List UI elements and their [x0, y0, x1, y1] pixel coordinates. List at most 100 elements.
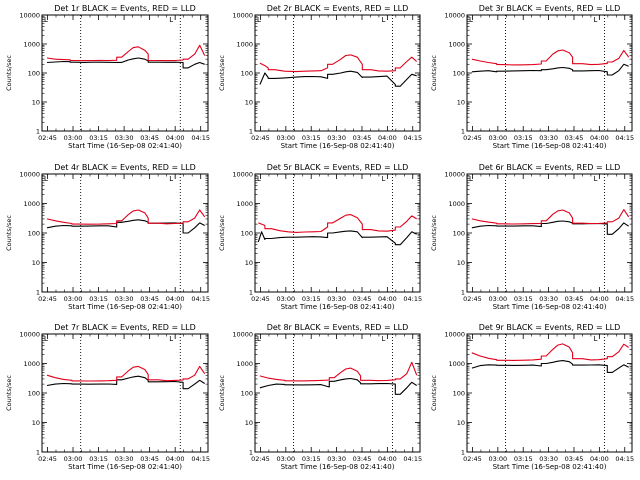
- panel-title: Det 4r BLACK = Events, RED = LLD: [54, 163, 196, 172]
- panel-det-1: Det 1r BLACK = Events, RED = LLD 1 10 100 10…: [5, 4, 210, 150]
- y-tick-label: 100: [241, 390, 253, 398]
- y-tick-label: 1000: [448, 360, 465, 368]
- axes-frame: [466, 333, 633, 453]
- x-tick-label: 04:15: [403, 295, 422, 303]
- y-tick-label: 10000: [444, 331, 465, 339]
- x-tick-label: 04:00: [590, 295, 609, 303]
- x-tick-label: 03:15: [89, 455, 108, 463]
- x-tick-label: 04:15: [403, 134, 422, 142]
- x-tick-label: 03:30: [539, 295, 558, 303]
- y-tick-label: 10: [245, 419, 253, 427]
- events-series-line: [257, 230, 417, 246]
- x-tick-label: 03:15: [514, 134, 533, 142]
- x-tick-label: 04:00: [590, 134, 609, 142]
- y-tick-label: 1: [249, 449, 253, 457]
- y-tick-label: 10000: [232, 171, 253, 179]
- y-tick-label: 10: [457, 419, 465, 427]
- events-series-line: [471, 63, 629, 76]
- panel-det-3: Det 3r BLACK = Events, RED = LLD 1 10 100 10…: [430, 4, 634, 150]
- panel-title: Det 1r BLACK = Events, RED = LLD: [54, 4, 196, 13]
- x-tick-label: 04:15: [191, 134, 210, 142]
- lld-series-line: [471, 209, 630, 225]
- y-axis-label: Counts/sec: [218, 215, 226, 251]
- x-tick-label: 02:45: [463, 455, 482, 463]
- y-tick-label: 10000: [444, 12, 465, 20]
- y-tick-label: 1000: [236, 360, 253, 368]
- x-tick-label: 04:15: [615, 134, 634, 142]
- marker-label: L: [257, 335, 261, 343]
- y-tick-label: 100: [453, 70, 465, 78]
- x-tick-label: 03:15: [302, 455, 321, 463]
- lld-series-line: [46, 209, 206, 225]
- x-tick-label: 03:30: [115, 134, 134, 142]
- x-tick-label: 02:45: [251, 134, 270, 142]
- x-tick-label: 03:00: [276, 455, 295, 463]
- y-tick-label: 1000: [236, 41, 253, 49]
- x-tick-label: 02:45: [463, 295, 482, 303]
- x-tick-label: 03:00: [64, 134, 83, 142]
- x-tick-label: 03:30: [327, 455, 346, 463]
- panel-det-8: Det 8r BLACK = Events, RED = LLD 1 10 100 10…: [218, 323, 422, 471]
- x-tick-label: 03:45: [353, 295, 372, 303]
- y-axis-label: Counts/sec: [430, 215, 438, 251]
- x-tick-label: 03:45: [565, 295, 584, 303]
- x-tick-label: 03:00: [276, 295, 295, 303]
- x-axis-label: Start Time (16-Sep-08 02:41:40): [68, 303, 182, 311]
- y-tick-label: 10000: [232, 331, 253, 339]
- marker-label: L: [381, 16, 385, 24]
- lld-series-line: [259, 54, 418, 73]
- panel-det-9: Det 9r BLACK = Events, RED = LLD 1 10 100 10…: [430, 323, 634, 471]
- y-tick-label: 1: [249, 128, 253, 136]
- marker-label: L: [44, 16, 48, 24]
- x-axis-label: Start Time (16-Sep-08 02:41:40): [493, 303, 607, 311]
- panel-title: Det 8r BLACK = Events, RED = LLD: [267, 323, 409, 332]
- panel-det-5: Det 5r BLACK = Events, RED = LLD 1 10 100 10…: [218, 163, 422, 311]
- events-series-line: [259, 70, 417, 87]
- y-tick-label: 10: [245, 259, 253, 267]
- x-tick-label: 03:00: [488, 455, 507, 463]
- axes-frame: [41, 333, 209, 453]
- x-tick-label: 03:45: [140, 295, 159, 303]
- y-tick-label: 100: [28, 70, 40, 78]
- x-axis-label: Start Time (16-Sep-08 02:41:40): [281, 303, 395, 311]
- x-tick-label: 04:00: [378, 134, 397, 142]
- x-tick-label: 04:15: [191, 295, 210, 303]
- y-tick-label: 1000: [23, 41, 40, 49]
- lld-series-line: [46, 365, 206, 382]
- events-series-line: [471, 220, 630, 235]
- lld-series-line: [46, 44, 206, 62]
- x-tick-label: 02:45: [38, 134, 57, 142]
- x-axis-label: Start Time (16-Sep-08 02:41:40): [68, 142, 182, 150]
- y-tick-label: 1000: [448, 41, 465, 49]
- x-axis-label: Start Time (16-Sep-08 02:41:40): [281, 142, 395, 150]
- x-tick-label: 04:00: [590, 455, 609, 463]
- x-tick-label: 04:15: [615, 455, 634, 463]
- panel-det-7: Det 7r BLACK = Events, RED = LLD 1 10 100 10…: [5, 323, 210, 471]
- marker-label: L: [593, 175, 597, 183]
- y-axis-label: Counts/sec: [218, 375, 226, 411]
- y-tick-label: 1: [36, 289, 40, 297]
- panel-title: Det 3r BLACK = Events, RED = LLD: [479, 4, 621, 13]
- y-tick-label: 10: [32, 259, 40, 267]
- x-tick-label: 04:00: [378, 455, 397, 463]
- axes-frame: [41, 14, 209, 132]
- x-tick-label: 03:00: [276, 134, 295, 142]
- events-series-line: [471, 360, 629, 373]
- panel-det-2: Det 2r BLACK = Events, RED = LLD 1 10 100 10…: [218, 4, 422, 150]
- y-tick-label: 10: [32, 419, 40, 427]
- panel-det-4: Det 4r BLACK = Events, RED = LLD 1 10 100 10…: [5, 163, 210, 311]
- x-tick-label: 02:45: [38, 455, 57, 463]
- y-tick-label: 1: [461, 289, 465, 297]
- x-tick-label: 03:45: [140, 134, 159, 142]
- y-tick-label: 100: [241, 70, 253, 78]
- x-tick-label: 04:00: [166, 295, 185, 303]
- y-tick-label: 10000: [19, 331, 40, 339]
- marker-label: L: [469, 175, 473, 183]
- x-tick-label: 03:30: [327, 134, 346, 142]
- y-tick-label: 10000: [232, 12, 253, 20]
- panel-title: Det 2r BLACK = Events, RED = LLD: [267, 4, 409, 13]
- y-axis-label: Counts/sec: [430, 375, 438, 411]
- x-tick-label: 03:00: [488, 295, 507, 303]
- panel-title: Det 7r BLACK = Events, RED = LLD: [54, 323, 196, 332]
